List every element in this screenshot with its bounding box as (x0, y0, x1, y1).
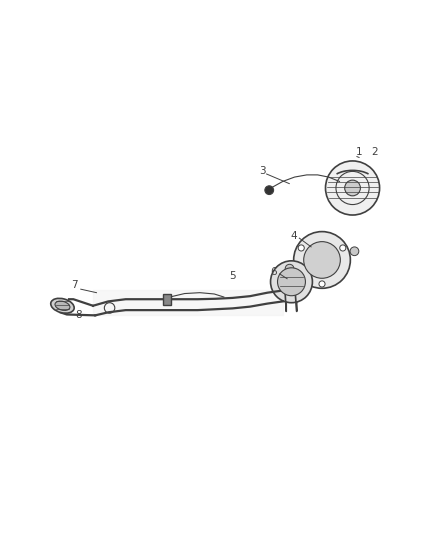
Circle shape (264, 186, 273, 195)
Text: 1: 1 (355, 147, 362, 157)
FancyBboxPatch shape (162, 294, 170, 305)
Circle shape (325, 161, 379, 215)
Text: 5: 5 (229, 271, 235, 281)
Circle shape (277, 268, 305, 296)
Circle shape (285, 264, 293, 273)
Text: 6: 6 (270, 266, 277, 277)
Circle shape (270, 261, 312, 303)
Circle shape (339, 245, 345, 251)
Text: 7: 7 (71, 280, 78, 290)
Circle shape (303, 241, 339, 278)
Ellipse shape (51, 298, 74, 313)
Circle shape (349, 247, 358, 256)
Text: 8: 8 (75, 310, 82, 320)
Circle shape (293, 232, 350, 288)
Circle shape (318, 281, 324, 287)
Ellipse shape (55, 301, 70, 310)
Text: 4: 4 (290, 231, 296, 241)
Text: 2: 2 (370, 147, 377, 157)
Text: 3: 3 (258, 166, 265, 175)
Circle shape (297, 245, 304, 251)
Circle shape (344, 180, 360, 196)
